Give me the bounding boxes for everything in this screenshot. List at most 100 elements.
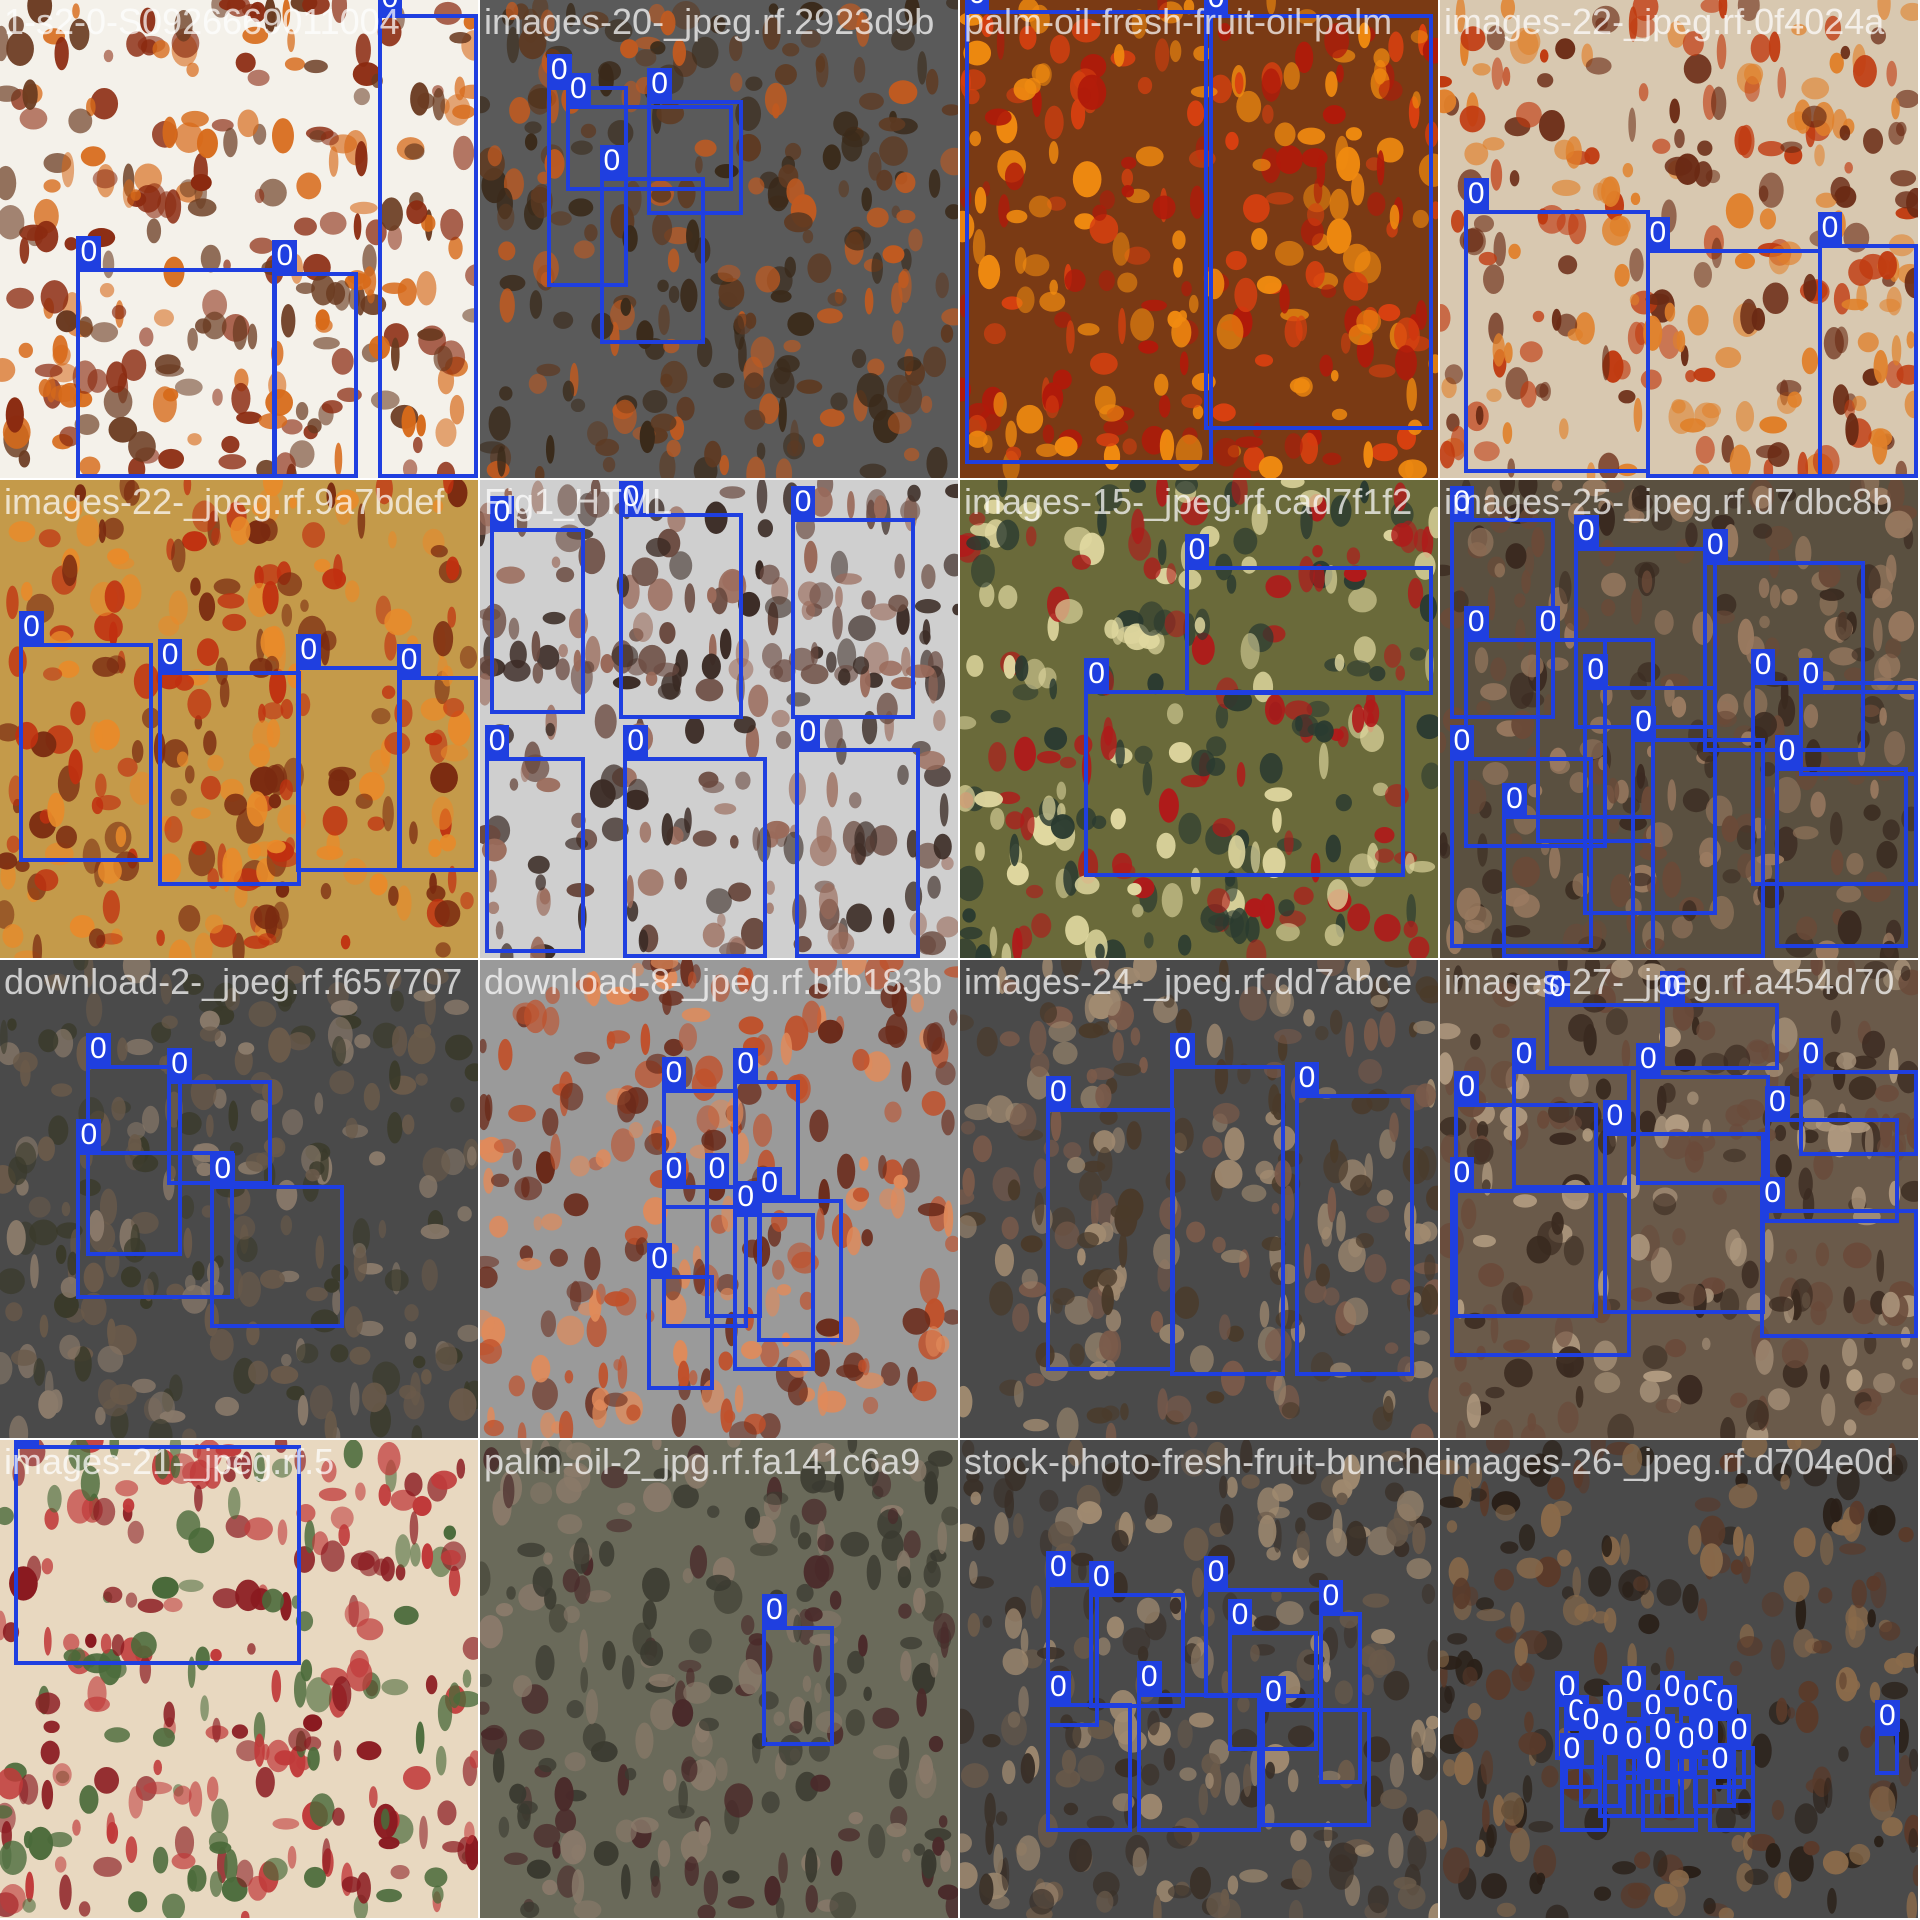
class-label-tag: 0 [1502, 782, 1527, 815]
detection-box [964, 9, 1214, 464]
class-label-tag: 0 [86, 1033, 111, 1066]
class-label-tag: 0 [1874, 1699, 1900, 1732]
class-label-tag: 0 [733, 1047, 759, 1080]
class-label-tag: 0 [733, 1181, 759, 1214]
class-label-tag: 0 [1454, 1071, 1480, 1104]
detection-box [76, 1151, 235, 1300]
detection-box [1707, 1774, 1756, 1832]
class-label-tag: 0 [795, 715, 821, 748]
class-label-tag: 0 [599, 144, 625, 177]
class-label-tag: 0 [1774, 734, 1800, 767]
detection-box [1502, 814, 1656, 958]
detection-box [1631, 738, 1766, 958]
class-label-tag: 0 [14, 1440, 40, 1445]
class-label-tag: 0 [647, 68, 672, 101]
class-label-tag: 0 [296, 634, 322, 667]
detection-box [757, 1199, 844, 1343]
photo-image [0, 960, 478, 1438]
detection-box [1084, 690, 1405, 877]
class-label-tag: 0 [1559, 1733, 1585, 1766]
detection-box [86, 1065, 182, 1257]
class-label-tag: 0 [1227, 1599, 1253, 1632]
photo-image [960, 1440, 1438, 1918]
class-label-tag: 0 [167, 1047, 192, 1080]
detection-box [1463, 210, 1651, 474]
class-label-tag: 0 [1203, 0, 1229, 15]
detection-box [1798, 1069, 1918, 1156]
class-label-tag: 0 [1511, 1037, 1537, 1070]
class-label-tag: 0 [618, 481, 644, 514]
class-label-tag: 0 [647, 1243, 672, 1276]
class-label-tag: 0 [1545, 971, 1570, 1004]
class-label-tag: 0 [1645, 216, 1671, 249]
class-label-tag: 0 [1631, 706, 1656, 739]
class-label-tag: 0 [1170, 1033, 1195, 1066]
detection-box [1640, 1774, 1699, 1832]
detection-box [647, 1275, 715, 1391]
mosaic-tile: 0 0 0 0 0 0 Fig1_HTML [480, 480, 958, 958]
photo-image [960, 960, 1438, 1438]
class-label-tag: 0 [964, 0, 990, 10]
class-label-tag: 0 [1597, 1718, 1623, 1751]
class-label-tag: 0 [623, 725, 649, 758]
class-label-tag: 0 [1535, 605, 1561, 638]
detection-box [1184, 566, 1434, 696]
mosaic-tile: 0001-s2-0-S0926669011004 [0, 0, 478, 478]
detection-box [733, 1213, 815, 1372]
class-label-tag: 0 [1318, 1580, 1344, 1613]
photo-image [0, 1440, 478, 1918]
class-label-tag: 0 [1203, 1556, 1229, 1589]
class-label-tag: 0 [157, 639, 183, 672]
class-label-tag: 0 [1659, 971, 1685, 1004]
detection-box [1659, 1003, 1780, 1070]
class-label-tag: 0 [19, 610, 44, 643]
class-label-tag: 0 [757, 1167, 782, 1199]
detection-box [1817, 243, 1918, 478]
class-label-tag: 0 [704, 1152, 730, 1185]
detection-box [1136, 1693, 1262, 1832]
class-label-tag: 0 [1712, 1685, 1738, 1718]
photo-image [480, 480, 958, 958]
photo-image [480, 1440, 958, 1918]
class-label-tag: 0 [1635, 1042, 1661, 1075]
class-label-tag: 0 [396, 643, 422, 676]
class-label-tag: 0 [1798, 1037, 1824, 1070]
class-label-tag: 0 [489, 495, 515, 528]
mosaic-tile: 0 palm-oil-2_jpg.rf.fa141c6a9 [480, 1440, 958, 1918]
detection-box [1559, 1765, 1608, 1832]
class-label-tag: 0 [790, 486, 816, 519]
class-label-tag: 0 [1449, 486, 1475, 519]
detection-box [14, 1444, 302, 1665]
class-label-tag: 0 [1760, 1176, 1785, 1209]
class-label-tag: 0 [1449, 1157, 1475, 1190]
mosaic-tile: 0 0 0 images-22-_jpeg.rf.0f4024a [1440, 0, 1918, 478]
detection-box [1774, 766, 1909, 949]
detection-box [647, 100, 743, 216]
class-label-tag: 0 [1693, 1713, 1719, 1746]
detection-box [1089, 1592, 1185, 1708]
class-label-tag: 0 [1573, 514, 1599, 547]
class-label-tag: 0 [1583, 653, 1609, 686]
detection-box [1760, 1208, 1918, 1338]
detection-box [484, 757, 586, 954]
class-label-tag: 0 [1602, 1100, 1628, 1133]
detection-box [762, 1626, 834, 1746]
class-label-tag: 0 [1765, 1085, 1790, 1118]
class-label-tag: 0 [1463, 178, 1489, 211]
class-label-tag: 0 [1798, 658, 1824, 691]
detection-box [1449, 757, 1593, 949]
class-label-tag: 0 [1261, 1675, 1286, 1708]
detection-box [1318, 1612, 1362, 1785]
detection-box [157, 671, 302, 887]
detection-box [1454, 1103, 1598, 1319]
mosaic-tile: 0 0 0 0 0 0 0 download-8-_jpeg.rf.bfb183b [480, 960, 958, 1438]
mosaic-tile: 0 0 0 0 0 0 0 0 0 0 0 0 0 0 0 0 0 0 0 0 images-26-_jpeg.rf.d… [1440, 1440, 1918, 1918]
detection-box [1170, 1065, 1286, 1376]
photo-image [1440, 0, 1918, 478]
photo-image [480, 960, 958, 1438]
detection-box [790, 518, 915, 719]
class-label-tag: 0 [76, 235, 102, 268]
mosaic-tile: 0 0 0 0 download-2-_jpeg.rf.f657707 [0, 960, 478, 1438]
class-label-tag: 0 [210, 1152, 235, 1185]
